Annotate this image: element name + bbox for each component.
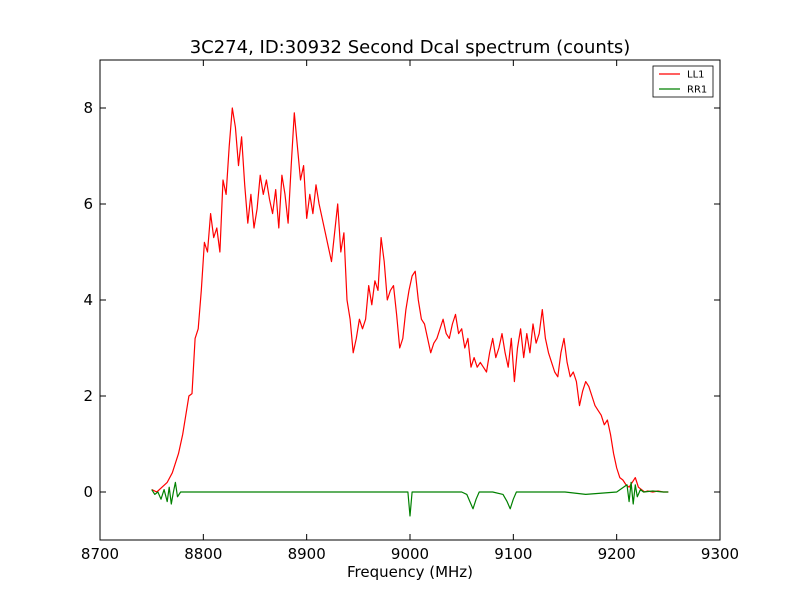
y-tick-label: 2: [83, 387, 93, 405]
legend-label-ll1: LL1: [687, 70, 705, 81]
y-tick-label: 6: [83, 195, 93, 213]
x-tick-label: 9100: [494, 545, 532, 563]
plot-area: [151, 107, 669, 517]
chart-title: 3C274, ID:30932 Second Dcal spectrum (co…: [190, 37, 631, 58]
axis-ticks: 8700 8800 8900 9000 9100 9200 9300 0 2 4 6 8: [81, 60, 739, 563]
x-tick-label: 8700: [81, 545, 119, 563]
x-tick-label: 9200: [598, 545, 636, 563]
legend-label-rr1: RR1: [687, 85, 707, 96]
y-tick-label: 4: [83, 291, 93, 309]
series-line-ll1: [151, 107, 669, 493]
y-tick-label: 0: [83, 483, 93, 501]
legend-box: [652, 65, 714, 98]
x-tick-label: 9300: [701, 545, 739, 563]
y-tick-label: 8: [83, 99, 93, 117]
x-tick-label: 8800: [184, 545, 222, 563]
series-line-rr1: [151, 481, 669, 517]
x-tick-label: 8900: [288, 545, 326, 563]
x-tick-label: 9000: [391, 545, 429, 563]
x-axis-label: Frequency (MHz): [347, 563, 473, 581]
